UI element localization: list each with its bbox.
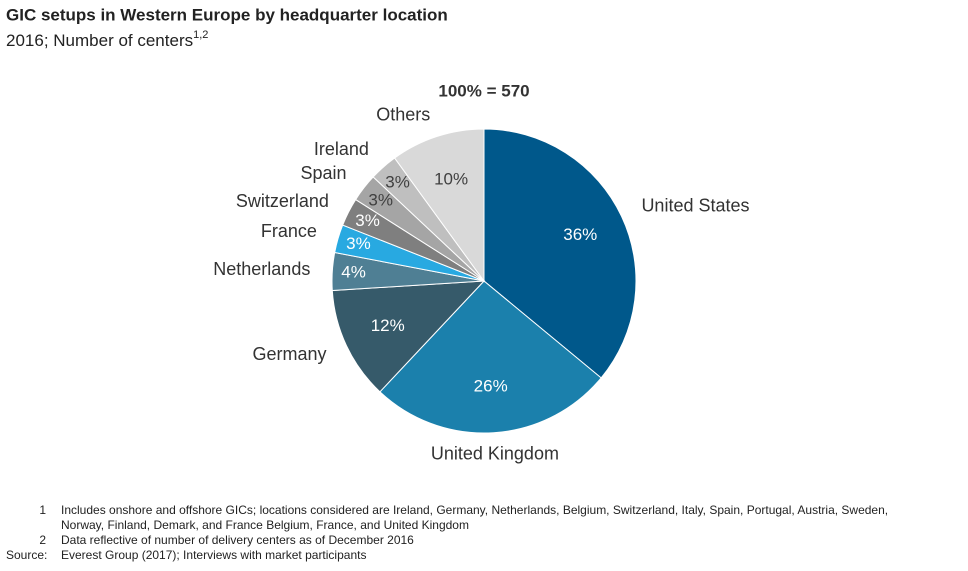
pie-slice <box>393 128 485 283</box>
value-label: 4% <box>341 262 366 281</box>
category-label: Netherlands <box>213 259 310 279</box>
category-label: Spain <box>300 163 346 183</box>
pie-slice <box>379 280 602 434</box>
footnote-text: Includes onshore and offshore GICs; loca… <box>61 503 888 517</box>
category-label: United Kingdom <box>431 443 559 463</box>
footnote-text: Norway, Finland, Demark, and France Belg… <box>61 518 469 532</box>
subtitle-note: 1,2 <box>193 29 208 41</box>
value-label: 12% <box>371 316 405 335</box>
category-label: France <box>261 221 317 241</box>
pie-slice <box>483 128 637 379</box>
footnote-text: Data reflective of number of delivery ce… <box>61 533 414 547</box>
category-label: Ireland <box>314 139 369 159</box>
source-text: Everest Group (2017); Interviews with ma… <box>61 548 366 562</box>
value-label: 36% <box>563 225 597 244</box>
footnote-marker: 2 <box>39 533 46 547</box>
pie-slice <box>331 280 486 393</box>
chart-title: GIC setups in Western Europe by headquar… <box>6 5 448 24</box>
category-label: Germany <box>253 344 327 364</box>
value-label: 3% <box>346 234 371 253</box>
footnotes: 1 Includes onshore and offshore GICs; loc… <box>6 503 888 562</box>
value-label: 10% <box>434 169 468 188</box>
value-label: 3% <box>385 172 410 191</box>
source-label: Source: <box>6 548 47 562</box>
category-label: United States <box>641 196 749 216</box>
value-label: 3% <box>368 190 393 209</box>
subtitle-text: 2016; Number of centers <box>6 31 193 50</box>
value-label: 26% <box>474 377 508 396</box>
chart-subtitle: 2016; Number of centers1,2 <box>6 29 208 51</box>
category-label: Others <box>376 104 430 124</box>
value-label: 3% <box>355 211 380 230</box>
category-label: Switzerland <box>236 191 329 211</box>
total-label: 100% = 570 <box>438 81 529 100</box>
footnote-marker: 1 <box>39 503 46 517</box>
pie: 36% United States 26% United Kingdom 12% Germ… <box>213 104 749 463</box>
